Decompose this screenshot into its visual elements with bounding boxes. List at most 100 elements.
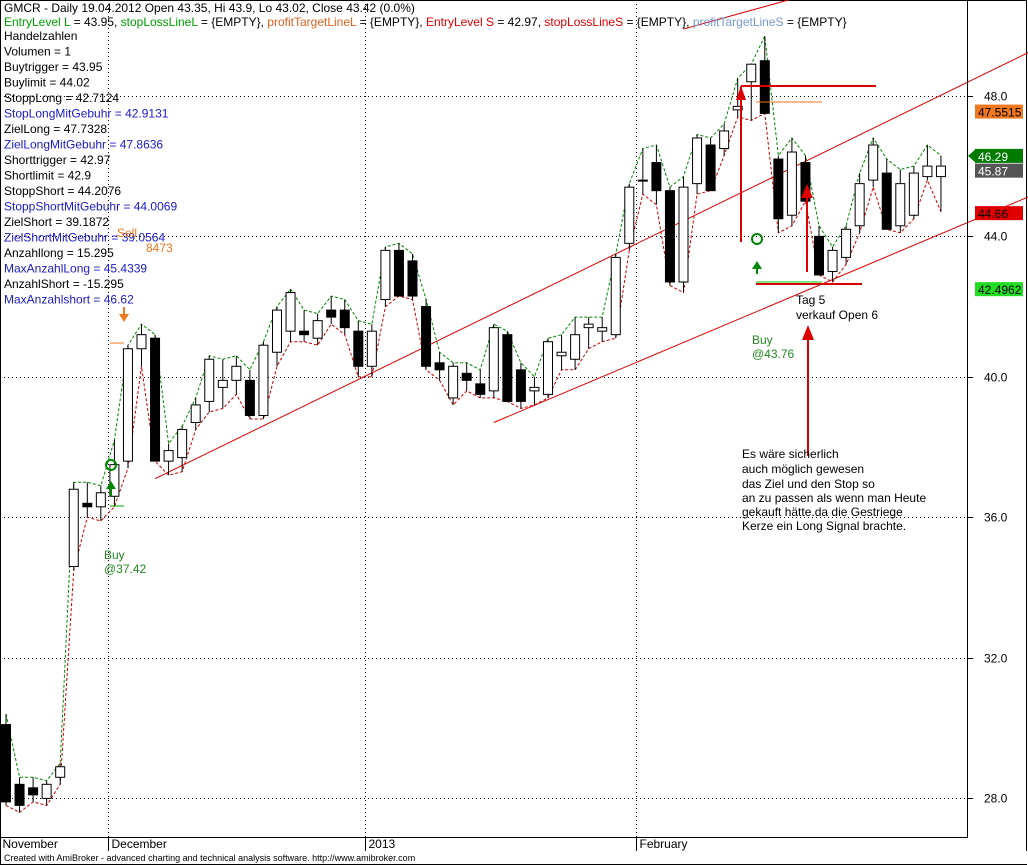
- candle: [136, 324, 147, 367]
- candle-body: [651, 162, 662, 192]
- candle-body: [854, 183, 865, 227]
- candle-body: [448, 365, 459, 399]
- candle: [55, 763, 66, 785]
- badge-label: 44.66: [978, 207, 1008, 221]
- sell-arrow-icon: [119, 314, 129, 322]
- comment-line: an zu passen als wenn man Heute: [742, 491, 926, 505]
- price-badge: 47.5515: [975, 104, 1023, 120]
- legend-segment: profitTargetLineL: [267, 15, 357, 29]
- candle: [678, 176, 689, 293]
- candle-body: [95, 492, 106, 508]
- legend-segment: = {EMPTY},: [356, 15, 426, 29]
- candle: [773, 155, 784, 233]
- stats-line: MaxAnzahlLong = 45.4339: [4, 262, 147, 276]
- y-tick-label: 44.0: [984, 230, 1008, 244]
- sell-label: Sell: [117, 226, 137, 240]
- footer-bar: [1, 851, 1027, 864]
- candle: [827, 246, 838, 282]
- legend-segment: EntryLevel S: [426, 15, 494, 29]
- candle: [583, 317, 594, 349]
- candle: [407, 253, 418, 300]
- candle: [68, 482, 79, 571]
- candle-body: [461, 372, 472, 381]
- legend-segment: stopLossLineL: [121, 15, 199, 29]
- candle-body: [136, 334, 147, 350]
- candle-body: [353, 330, 364, 367]
- candle-body: [637, 179, 648, 182]
- stats-line: ZielShortMitGebuhr = 39.0564: [4, 231, 165, 245]
- candle-body: [881, 172, 892, 230]
- candle: [543, 338, 553, 398]
- candle: [637, 148, 648, 195]
- candle: [651, 144, 662, 205]
- candle: [190, 397, 201, 430]
- comment-line: das Ziel und den Stop so: [742, 477, 875, 491]
- candle-body: [597, 327, 608, 332]
- candle: [461, 362, 472, 391]
- buy-signal-marker-2: [751, 233, 763, 245]
- badge-label: 42.4962: [978, 283, 1022, 297]
- candle-body: [515, 369, 526, 402]
- comment-line: Kerze ein Long Signal brachte.: [742, 519, 906, 533]
- buy-signal-marker: [105, 459, 117, 471]
- badge-label: 45.87: [978, 165, 1008, 179]
- up-arrow-icon-2: [802, 325, 814, 340]
- y-tick-label: 40.0: [984, 371, 1008, 385]
- candle: [448, 362, 459, 405]
- legend-segment: = 43.95,: [70, 15, 120, 29]
- candle: [515, 362, 526, 409]
- buy-label-2: Buy: [752, 333, 773, 347]
- candle: [163, 443, 174, 476]
- candle: [82, 482, 93, 518]
- candle-body: [231, 365, 242, 381]
- candle-body: [407, 260, 418, 297]
- candle-body: [841, 228, 852, 258]
- y-tick-label: 28.0: [984, 792, 1008, 806]
- stats-line: ZielShort = 39.1872: [4, 215, 109, 229]
- comment-line: auch möglich gewesen: [742, 462, 864, 476]
- candle-body: [393, 249, 404, 297]
- y-tick-label: 48.0: [984, 90, 1008, 104]
- candle: [475, 369, 486, 398]
- candle: [150, 334, 161, 462]
- candle-body: [732, 105, 743, 111]
- candle-body: [14, 783, 25, 806]
- candle-body: [895, 183, 906, 227]
- stats-line: Handelzahlen: [4, 29, 77, 43]
- candle: [556, 334, 567, 370]
- chart-title: GMCR - Daily 19.04.2012 Open 43.35, Hi 4…: [4, 1, 415, 15]
- stats-line: StoppShortMitGebuhr = 44.0069: [4, 200, 177, 214]
- candle: [814, 225, 824, 276]
- candle-body: [41, 783, 52, 799]
- candle-body: [204, 358, 215, 402]
- candle-body: [258, 344, 269, 416]
- candle: [719, 123, 730, 156]
- x-axis: November December 2013 February: [3, 837, 688, 851]
- candle-body: [217, 379, 228, 388]
- candle: [285, 289, 296, 342]
- stats-line: MaxAnzahlshort = 46.62: [4, 293, 134, 307]
- candle-body: [543, 341, 553, 395]
- max-long-tail: 8473: [146, 241, 173, 255]
- candle: [258, 341, 269, 419]
- stats-line: ZielLongMitGebuhr = 47.8636: [4, 138, 163, 152]
- candle: [177, 426, 188, 472]
- stats-line: ZielLong = 47.7328: [4, 122, 107, 136]
- candle: [312, 313, 323, 346]
- candle-body: [624, 186, 635, 244]
- legend-segment: = 42.97,: [494, 15, 544, 29]
- comment-line: Es wäre sicherlich: [742, 447, 839, 461]
- candle: [841, 225, 852, 265]
- buy-arrow-icon: [106, 481, 116, 489]
- candle: [28, 777, 39, 802]
- price-badge: 42.4962: [975, 282, 1023, 297]
- stats-line: Anzahllong = 15.295: [4, 246, 114, 260]
- candle-body: [488, 327, 499, 392]
- candle-body: [244, 379, 255, 416]
- candle: [339, 299, 350, 335]
- badge-label: 47.5515: [978, 106, 1022, 120]
- candle: [41, 780, 52, 806]
- badge-box: [975, 206, 1023, 221]
- candle: [231, 355, 242, 395]
- candle-body: [610, 256, 621, 336]
